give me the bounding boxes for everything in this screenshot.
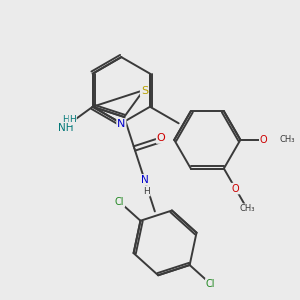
Text: H: H <box>62 115 69 124</box>
Text: O: O <box>260 135 267 145</box>
Text: Cl: Cl <box>206 279 215 289</box>
Text: NH: NH <box>58 123 74 133</box>
Text: Cl: Cl <box>115 197 124 207</box>
Text: S: S <box>141 86 148 96</box>
Text: N: N <box>117 119 125 129</box>
Text: CH₃: CH₃ <box>279 135 295 144</box>
Text: O: O <box>232 184 239 194</box>
Text: O: O <box>157 133 166 143</box>
Text: N: N <box>142 175 149 185</box>
Text: H: H <box>143 187 150 196</box>
Text: H: H <box>69 115 76 124</box>
Text: CH₃: CH₃ <box>239 204 255 213</box>
